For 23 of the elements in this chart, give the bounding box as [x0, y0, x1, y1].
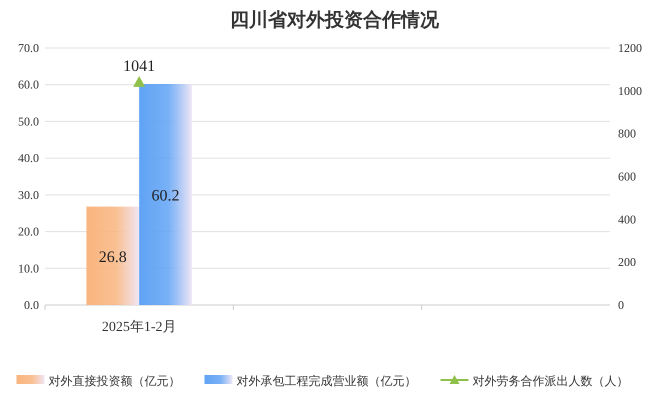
- data-label: 26.8: [98, 248, 127, 266]
- y-tick-label: 40.0: [18, 151, 39, 166]
- y-tick-label: 60.0: [18, 78, 39, 92]
- y-tick-label: 10.0: [18, 261, 39, 276]
- y2-tick-label: 400: [618, 212, 636, 226]
- y2-tick-label: 200: [618, 255, 636, 270]
- legend-label: 对外直接投资额（亿元）: [48, 374, 180, 388]
- y2-tick-label: 0: [618, 298, 624, 312]
- y2-tick-label: 600: [618, 170, 636, 184]
- y-tick-label: 70.0: [18, 41, 39, 55]
- y-tick-label: 20.0: [18, 224, 39, 239]
- chart-title: 四川省对外投资合作情况: [230, 9, 440, 31]
- y-tick-label: 30.0: [18, 188, 39, 202]
- legend-label: 对外承包工程完成营业额（亿元）: [236, 374, 416, 388]
- data-label: 1041: [123, 58, 156, 76]
- y-tick-label: 0.0: [24, 298, 39, 312]
- data-label: 60.2: [152, 187, 180, 204]
- legend-label: 对外劳务合作派出人数（人）: [472, 374, 628, 388]
- y2-tick-label: 1200: [618, 41, 642, 55]
- x-tick-label: 2025年1-2月: [102, 319, 177, 335]
- y-tick-label: 50.0: [18, 114, 39, 128]
- y2-tick-label: 1000: [618, 84, 642, 98]
- y2-tick-label: 800: [618, 126, 636, 141]
